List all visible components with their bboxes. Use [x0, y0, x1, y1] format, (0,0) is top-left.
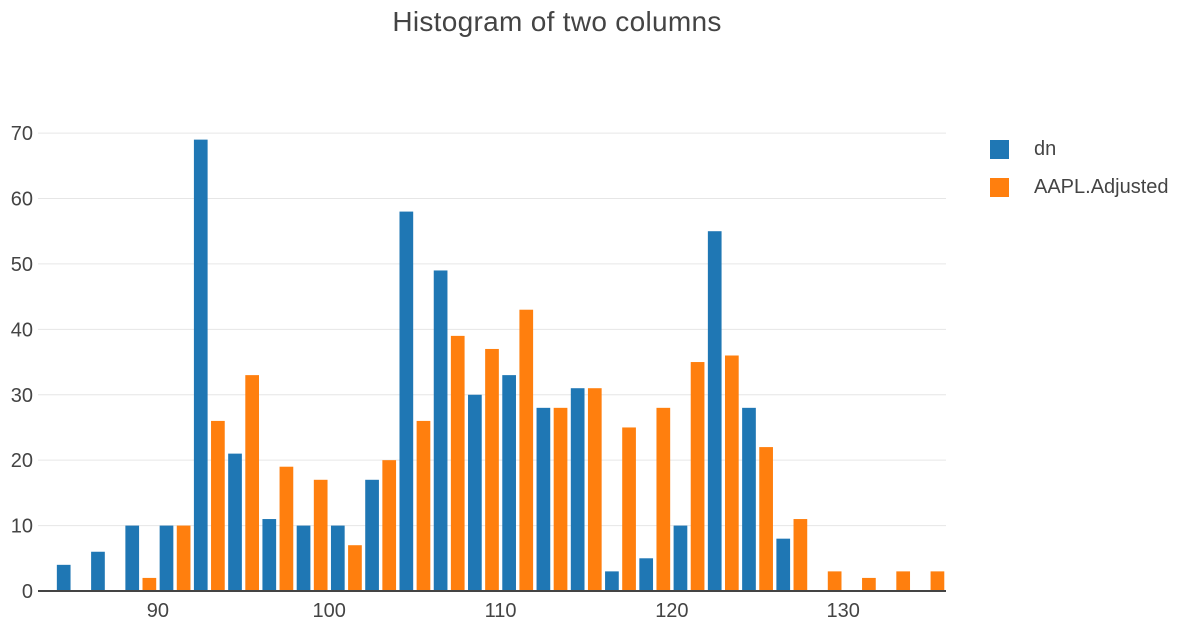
bar-dn — [776, 538, 791, 591]
bar-aapl-adjusted — [862, 577, 876, 591]
bar-dn — [639, 558, 654, 591]
y-tick-label: 50 — [11, 254, 33, 276]
bar-aapl-adjusted — [930, 571, 945, 591]
bar-dn — [707, 231, 722, 592]
bar-aapl-adjusted — [622, 427, 636, 591]
bar-dn — [468, 394, 482, 591]
bar-aapl-adjusted — [759, 447, 773, 591]
bar-dn — [365, 479, 379, 591]
bar-dn — [673, 525, 688, 591]
bar-aapl-adjusted — [450, 335, 465, 591]
bar-aapl-adjusted — [656, 407, 671, 591]
bar-dn — [570, 388, 585, 591]
bar-aapl-adjusted — [827, 571, 842, 591]
bar-dn — [125, 525, 140, 591]
bar-aapl-adjusted — [485, 348, 499, 591]
x-tick-label: 90 — [147, 600, 169, 622]
bar-dn — [91, 551, 105, 591]
bar-dn — [399, 211, 414, 592]
legend-item-dn[interactable]: dn — [990, 130, 1169, 168]
bar-aapl-adjusted — [553, 407, 568, 591]
y-tick-label: 60 — [11, 189, 33, 211]
chart-title: Histogram of two columns — [392, 6, 722, 37]
bar-aapl-adjusted — [211, 420, 225, 591]
bar-aapl-adjusted — [142, 577, 157, 591]
bar-dn — [502, 375, 516, 591]
bar-aapl-adjusted — [416, 420, 431, 591]
y-tick-label: 70 — [11, 123, 33, 145]
x-tick-label: 130 — [827, 600, 860, 622]
bar-dn — [296, 525, 311, 591]
x-tick-label: 100 — [313, 600, 346, 622]
x-tick-label: 120 — [655, 600, 688, 622]
y-tick-label: 0 — [22, 581, 33, 603]
bar-aapl-adjusted — [245, 375, 260, 591]
bar-dn — [56, 564, 71, 591]
bar-aapl-adjusted — [519, 309, 534, 591]
bar-dn — [742, 407, 756, 591]
bar-dn — [330, 525, 345, 591]
y-tick-label: 40 — [11, 319, 33, 341]
bar-aapl-adjusted — [176, 525, 191, 591]
bar-dn — [228, 453, 242, 591]
bar-dn — [262, 519, 277, 591]
bar-aapl-adjusted — [587, 388, 602, 591]
bar-aapl-adjusted — [724, 355, 739, 591]
bar-aapl-adjusted — [793, 519, 808, 591]
bar-aapl-adjusted — [382, 460, 397, 591]
bar-aapl-adjusted — [348, 545, 362, 591]
bar-dn — [605, 571, 619, 591]
y-tick-label: 10 — [11, 516, 33, 538]
bar-dn — [159, 525, 174, 591]
bar-dn — [193, 139, 208, 591]
y-tick-label: 20 — [11, 450, 33, 472]
bar-dn — [433, 270, 448, 591]
y-tick-label: 30 — [11, 385, 33, 407]
bar-dn — [536, 407, 551, 591]
legend-label-dn: dn — [1034, 137, 1057, 160]
legend-swatch-dn — [990, 139, 1009, 159]
legend-label-aapl-adjusted: AAPL.Adjusted — [1034, 175, 1169, 198]
bar-aapl-adjusted — [690, 362, 705, 591]
legend: dn AAPL.Adjusted — [990, 130, 1169, 206]
bar-aapl-adjusted — [896, 571, 911, 591]
bar-aapl-adjusted — [313, 479, 328, 591]
legend-item-aapl-adjusted[interactable]: AAPL.Adjusted — [990, 168, 1169, 206]
legend-swatch-aapl-adjusted — [990, 177, 1009, 197]
x-tick-label: 110 — [485, 600, 517, 622]
bar-aapl-adjusted — [279, 466, 294, 591]
